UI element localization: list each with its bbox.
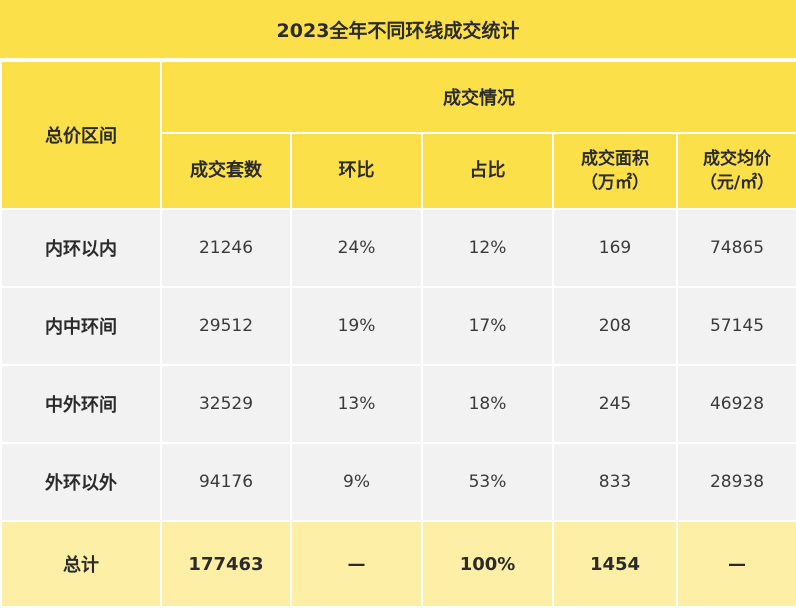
table-row: 中外环间 32529 13% 18% 245 46928 xyxy=(0,364,796,444)
header-share-label: 占比 xyxy=(469,160,506,181)
header-price-range: 总价区间 xyxy=(0,60,162,210)
header-area-label: 成交面积 xyxy=(581,149,649,169)
cell-units: 29512 xyxy=(160,286,292,366)
total-row: 总计 177463 — 100% 1454 — xyxy=(0,520,796,608)
table-title: 2023全年不同环线成交统计 xyxy=(0,0,796,60)
total-mom: — xyxy=(290,520,423,608)
cell-mom: 19% xyxy=(290,286,423,366)
total-avg-price: — xyxy=(675,520,796,608)
row-label: 中外环间 xyxy=(0,364,162,444)
cell-share: 53% xyxy=(421,442,554,522)
cell-area: 169 xyxy=(552,208,678,288)
cell-avg-price: 28938 xyxy=(675,442,796,522)
table-row: 外环以外 94176 9% 53% 833 28938 xyxy=(0,442,796,522)
header-units: 成交套数 xyxy=(160,132,292,210)
cell-mom: 9% xyxy=(290,442,423,522)
cell-units: 94176 xyxy=(160,442,292,522)
table-row: 内环以内 21246 24% 12% 169 74865 xyxy=(0,208,796,288)
cell-avg-price: 57145 xyxy=(675,286,796,366)
total-label: 总计 xyxy=(0,520,162,608)
cell-share: 18% xyxy=(421,364,554,444)
cell-area: 245 xyxy=(552,364,678,444)
header-avg-price: 成交均价 （元/㎡） xyxy=(675,132,796,210)
header-group: 成交情况 xyxy=(159,60,796,134)
cell-mom: 24% xyxy=(290,208,423,288)
row-label: 外环以外 xyxy=(0,442,162,522)
cell-avg-price: 74865 xyxy=(675,208,796,288)
header-area-unit: （万㎡） xyxy=(581,173,649,193)
header-area: 成交面积 （万㎡） xyxy=(552,132,678,210)
header-avg-price-unit: （元/㎡） xyxy=(699,173,775,193)
cell-units: 21246 xyxy=(160,208,292,288)
header-mom-label: 环比 xyxy=(338,160,375,181)
header-share: 占比 xyxy=(421,132,554,210)
header-units-label: 成交套数 xyxy=(190,160,262,181)
cell-avg-price: 46928 xyxy=(675,364,796,444)
transaction-table: 总价区间 成交情况 成交套数 环比 占比 成交面积 （万㎡） 成交均价 （元/㎡… xyxy=(0,60,796,608)
table-row: 内中环间 29512 19% 17% 208 57145 xyxy=(0,286,796,366)
cell-share: 17% xyxy=(421,286,554,366)
cell-area: 833 xyxy=(552,442,678,522)
row-label: 内环以内 xyxy=(0,208,162,288)
total-area: 1454 xyxy=(552,520,678,608)
cell-units: 32529 xyxy=(160,364,292,444)
cell-area: 208 xyxy=(552,286,678,366)
total-share: 100% xyxy=(421,520,554,608)
header-mom: 环比 xyxy=(290,132,423,210)
total-units: 177463 xyxy=(160,520,292,608)
header-avg-price-label: 成交均价 xyxy=(703,149,771,169)
cell-mom: 13% xyxy=(290,364,423,444)
row-label: 内中环间 xyxy=(0,286,162,366)
cell-share: 12% xyxy=(421,208,554,288)
